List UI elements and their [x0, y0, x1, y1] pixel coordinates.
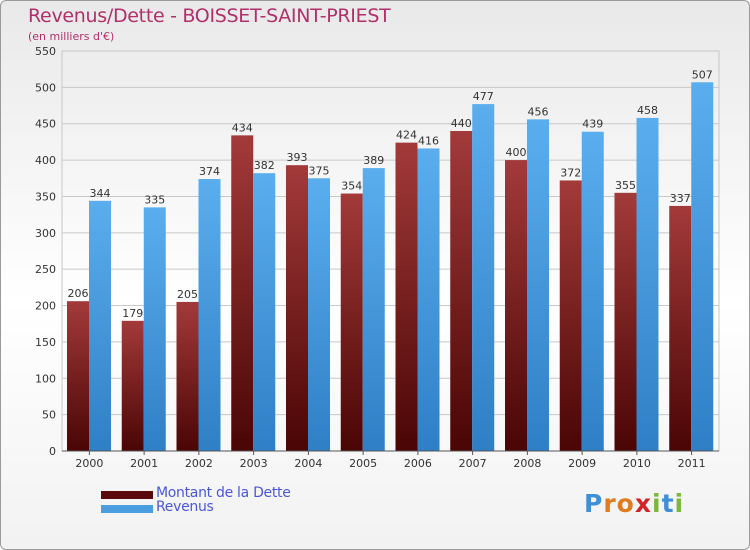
bar-revenus-2005	[362, 168, 385, 451]
y-tick-label: 150	[35, 336, 56, 349]
bar-revenus-2010	[636, 117, 659, 451]
data-label: 424	[396, 129, 417, 142]
x-tick-label: 2004	[294, 457, 322, 470]
data-label: 477	[473, 90, 494, 103]
bar-dette-2009	[559, 180, 582, 452]
legend-swatch-dette	[101, 491, 153, 499]
y-tick-label: 350	[35, 190, 56, 203]
bar-revenus-2008	[527, 119, 549, 451]
bar-revenus-2001	[143, 207, 166, 451]
data-label: 337	[670, 192, 691, 205]
x-tick-label: 2000	[75, 457, 103, 470]
bar-dette-2010	[614, 192, 637, 451]
logo-letter-6: i	[674, 489, 685, 518]
x-tick-label: 2009	[568, 457, 596, 470]
data-label: 440	[451, 117, 472, 130]
bar-dette-2005	[340, 193, 363, 451]
data-label: 354	[341, 180, 362, 193]
logo-letter-0: P	[584, 489, 604, 518]
x-tick-label: 2002	[185, 457, 213, 470]
x-tick-label: 2006	[404, 457, 432, 470]
bar-revenus-2011	[691, 82, 714, 451]
data-label: 206	[68, 287, 89, 300]
bar-revenus-2006	[417, 148, 440, 452]
bar-revenus-2004	[308, 178, 330, 452]
y-tick-label: 450	[35, 118, 56, 131]
logo-letter-4: i	[652, 489, 662, 518]
y-tick-label: 100	[35, 372, 56, 385]
logo-letter-5: t	[661, 489, 675, 518]
bar-dette-2011	[669, 205, 692, 451]
legend-label-revenus: Revenus	[156, 499, 214, 515]
y-tick-label: 250	[35, 263, 56, 276]
data-label: 374	[199, 165, 220, 178]
bar-dette-2004	[286, 165, 308, 451]
chart-title: Revenus/Dette - BOISSET-SAINT-PRIEST	[28, 5, 391, 27]
data-label: 375	[309, 164, 330, 177]
data-label: 344	[90, 187, 111, 200]
chart-subtitle: (en milliers d'€)	[28, 30, 115, 43]
data-label: 393	[287, 151, 308, 164]
x-tick-label: 2003	[240, 457, 268, 470]
bar-revenus-2009	[581, 131, 604, 451]
legend-label-dette: Montant de la Dette	[156, 485, 291, 501]
x-tick-label: 2011	[678, 457, 706, 470]
bar-revenus-2007	[472, 104, 495, 451]
bar-dette-2001	[121, 320, 144, 451]
x-tick-label: 2005	[349, 457, 377, 470]
y-tick-label: 400	[35, 154, 56, 167]
data-label: 335	[144, 193, 165, 206]
logo-letter-2: o	[616, 489, 635, 518]
bar-dette-2003	[231, 135, 254, 451]
bar-dette-2006	[395, 142, 418, 452]
data-label: 507	[692, 68, 713, 81]
data-label: 179	[122, 307, 143, 320]
bar-revenus-2003	[253, 173, 276, 451]
data-label: 458	[637, 104, 658, 117]
x-tick-label: 2010	[623, 457, 651, 470]
bar-dette-2000	[67, 301, 89, 451]
data-label: 400	[506, 146, 527, 159]
x-tick-label: 2001	[130, 457, 158, 470]
logo-letter-1: r	[603, 489, 617, 518]
data-label: 205	[177, 288, 198, 301]
y-tick-label: 0	[49, 445, 56, 458]
bar-revenus-2000	[89, 200, 111, 451]
bar-revenus-2002	[198, 179, 221, 451]
data-label: 355	[615, 179, 636, 192]
y-tick-label: 200	[35, 300, 56, 313]
y-tick-label: 500	[35, 81, 56, 94]
x-tick-label: 2007	[459, 457, 487, 470]
y-tick-label: 300	[35, 227, 56, 240]
bar-dette-2008	[505, 160, 527, 451]
logo-letter-3: x	[634, 489, 652, 518]
data-label: 372	[560, 166, 581, 179]
legend-swatch-revenus	[101, 505, 153, 513]
x-tick-label: 2008	[513, 457, 541, 470]
data-label: 389	[363, 154, 384, 167]
y-tick-label: 550	[35, 45, 56, 58]
bar-dette-2002	[176, 301, 199, 451]
proxiti-logo: Proxiti	[584, 489, 684, 518]
bar-dette-2007	[450, 131, 473, 451]
data-label: 416	[418, 134, 439, 147]
data-label: 456	[528, 105, 549, 118]
data-label: 382	[254, 159, 275, 172]
y-tick-label: 50	[42, 409, 56, 422]
data-label: 439	[582, 118, 603, 131]
data-label: 434	[232, 121, 253, 134]
